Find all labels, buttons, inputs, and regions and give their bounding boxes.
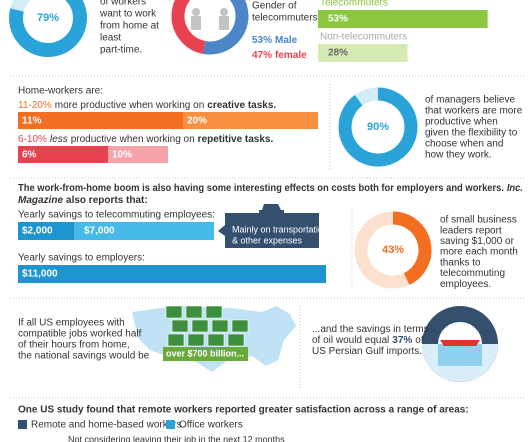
- gender-name: Male: [275, 35, 298, 46]
- bar-label: 28%: [328, 48, 348, 59]
- stat-text: how they work.: [425, 150, 492, 161]
- productivity-text-part: less: [50, 134, 68, 145]
- national-text: compatible jobs worked half: [18, 329, 142, 340]
- stat-text: productive when: [425, 117, 498, 128]
- bar: [18, 222, 74, 240]
- bar: [18, 146, 108, 163]
- gender-title: telecommuters: [252, 13, 318, 24]
- donut-arc: [171, 0, 206, 54]
- savings-amount: over $700 billion...: [166, 348, 244, 358]
- stat-text: that workers are more: [425, 106, 523, 117]
- national-text: of their hours from home,: [18, 340, 130, 351]
- stat-text: choose when and: [425, 139, 503, 150]
- oil-text-part: ...and the savings in terms: [312, 324, 429, 335]
- stat-text: of managers believe: [425, 95, 515, 106]
- bar: [18, 265, 326, 283]
- stat-text: part-time.: [100, 45, 142, 56]
- gender-name: female: [275, 50, 307, 61]
- legend-label: Remote and home-based workers: [31, 420, 182, 431]
- productivity-text-part: 6-10%: [18, 134, 47, 145]
- bar-label: 20%: [187, 116, 207, 127]
- bar-label: 53%: [328, 14, 348, 25]
- donut-arc: [392, 211, 432, 285]
- costs-intro-part: Magazine: [18, 195, 63, 206]
- productivity-text: 6-10% less productive when working on repet…: [18, 134, 273, 145]
- stat-text: least: [100, 33, 121, 44]
- oil-text: ...and the savings in terms: [312, 324, 429, 335]
- donut-label: 90%: [367, 121, 389, 133]
- callout-text: & other expenses: [232, 235, 303, 245]
- person-icon: [219, 8, 229, 30]
- stat-text: leaders report: [440, 225, 502, 236]
- costs-intro: The work-from-home boom is also having s…: [18, 183, 523, 194]
- savings-title: Yearly savings to telecommuting employee…: [18, 210, 215, 221]
- bar-label: 11%: [22, 116, 42, 127]
- savings-title: Yearly savings to employers:: [18, 253, 145, 264]
- donut-arc: [338, 87, 418, 167]
- item-label: Not considering leaving their job in the…: [68, 434, 285, 442]
- bar-label: $2,000: [22, 226, 53, 237]
- legend-swatch: [166, 420, 175, 429]
- oil-illustration: [422, 306, 498, 382]
- bar-label: $7,000: [84, 226, 115, 237]
- oil-text-part: US Persian Gulf imports.: [312, 346, 422, 357]
- gender-entry: 53% Male: [252, 35, 298, 46]
- bar-name: Non-telecommuters: [320, 32, 407, 43]
- bar: [318, 10, 488, 28]
- national-text: If all US employees with: [18, 318, 125, 329]
- donut-arc: [202, 0, 249, 55]
- person-icon: [191, 8, 201, 30]
- section-intro: Home-workers are:: [18, 86, 103, 97]
- oil-text-part: of: [415, 335, 424, 346]
- productivity-text: 11-20% more productive when working on cre…: [18, 100, 276, 111]
- bar-label: 10%: [112, 150, 132, 161]
- legend-label: Office workers: [179, 420, 243, 431]
- stat-text: of workers: [100, 0, 146, 8]
- productivity-text-part: more productive when working on: [55, 100, 205, 111]
- productivity-text-part: productive when working on: [71, 134, 195, 145]
- legend-swatch: [18, 420, 27, 429]
- stat-text: telecommuting: [440, 268, 505, 279]
- stat-text: more each month: [440, 247, 518, 258]
- donut-label: 79%: [37, 12, 59, 24]
- callout: [218, 204, 319, 248]
- stat-text: of small business: [440, 215, 517, 226]
- section-intro: One US study found that remote workers r…: [18, 405, 469, 416]
- gender-value: 53%: [252, 35, 272, 46]
- productivity-text-part: creative tasks.: [207, 100, 276, 111]
- oil-text: of oil would equal 37% of: [312, 335, 424, 346]
- gender-value: 47%: [252, 50, 272, 61]
- productivity-text-part: repetitive tasks.: [198, 134, 274, 145]
- gender-title: Gender of: [252, 1, 297, 12]
- bar-name: Telecommuters: [320, 0, 388, 9]
- us-map: [132, 305, 296, 372]
- donut-arc: [9, 0, 87, 57]
- costs-intro-part: also reports that:: [66, 195, 148, 206]
- gender-entry: 47% female: [252, 50, 307, 61]
- stat-text: thanks to: [440, 257, 481, 268]
- productivity-text-part: 11-20%: [18, 100, 52, 111]
- oil-text-part: of oil would equal: [312, 335, 389, 346]
- callout-text: Mainly on transportation: [232, 224, 328, 234]
- oil-text-part: 37%: [392, 335, 412, 346]
- costs-intro: Magazine also reports that:: [18, 195, 148, 206]
- stat-text: employees.: [440, 279, 491, 290]
- national-text: the national savings would be: [18, 351, 150, 362]
- stat-text: want to work: [99, 9, 157, 20]
- bar: [318, 44, 408, 62]
- donut-label: 43%: [382, 244, 404, 256]
- stat-text: saving $1,000 or: [440, 236, 515, 247]
- stat-text: from home at: [100, 21, 159, 32]
- costs-intro-part: The work-from-home boom is also having s…: [18, 183, 504, 194]
- bar-label: $11,000: [22, 269, 58, 280]
- stat-text: given the flexibility to: [425, 128, 518, 139]
- bar-label: 6%: [22, 150, 37, 161]
- oil-text: US Persian Gulf imports.: [312, 346, 422, 357]
- costs-intro-part: Inc.: [507, 183, 523, 194]
- bar: [18, 112, 183, 129]
